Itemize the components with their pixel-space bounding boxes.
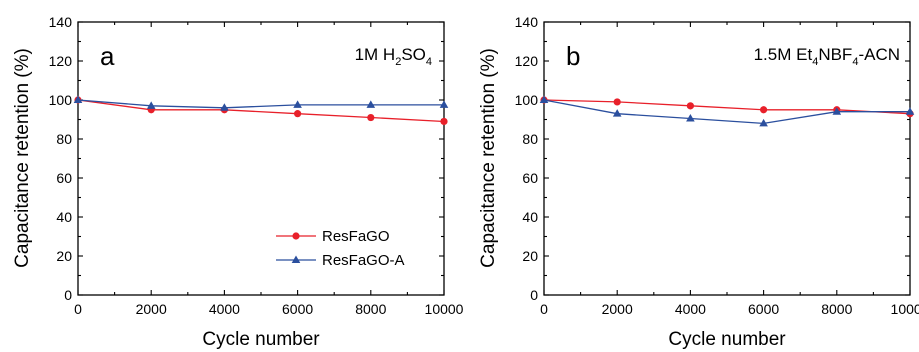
chart-panel-a: a 1M H2SO4 Capacitance retention (%) Cyc… xyxy=(12,14,464,350)
series-layer xyxy=(73,95,449,126)
y-tick-label: 0 xyxy=(64,287,72,303)
x-tick-label: 2000 xyxy=(602,301,633,317)
legend-item-resfago-a: ResFaGO-A xyxy=(276,252,405,269)
data-point-resfago-a xyxy=(686,114,695,122)
x-tick-label: 8000 xyxy=(355,301,386,317)
legend: ResFaGO ResFaGO-A xyxy=(276,228,405,269)
data-point-resfago-a xyxy=(439,100,449,108)
series-line-resfago xyxy=(77,99,445,123)
data-point-resfago xyxy=(686,102,695,110)
y-tick-label: 20 xyxy=(522,248,538,264)
series-line-resfago-a xyxy=(77,99,444,109)
data-point-resfago xyxy=(760,106,768,114)
x-axis-label: Cycle number xyxy=(202,329,320,350)
series-line-resfago-a xyxy=(543,99,910,125)
chart-panel-b: b 1.5M Et4NBF4-ACN Capacitance retention… xyxy=(478,14,919,350)
axis-ticks: 0 20 40 60 80 100 120 140 0 2000 4000 6000 8000 10000 xyxy=(515,14,919,317)
data-point-resfago xyxy=(367,113,375,122)
y-tick-label: 140 xyxy=(515,14,539,30)
legend-label-resfago: ResFaGO xyxy=(322,228,390,245)
x-tick-label: 6000 xyxy=(282,301,313,317)
y-tick-label: 60 xyxy=(522,170,538,186)
x-tick-label: 8000 xyxy=(821,301,852,317)
data-point-resfago-a xyxy=(612,109,622,117)
x-tick-label: 0 xyxy=(540,301,548,317)
data-point-resfago xyxy=(294,110,302,118)
x-tick-label: 2000 xyxy=(136,301,167,317)
data-point-resfago-a xyxy=(73,95,83,103)
electrolyte-label: 1.5M Et4NBF4-ACN xyxy=(754,45,900,68)
y-tick-label: 40 xyxy=(56,209,72,225)
y-tick-label: 100 xyxy=(49,92,73,108)
electrolyte-label: 1M H2SO4 xyxy=(355,45,432,68)
y-tick-label: 140 xyxy=(49,14,73,30)
series-line-resfago xyxy=(543,99,911,115)
y-tick-label: 20 xyxy=(56,248,72,264)
data-point-resfago-a xyxy=(832,107,842,115)
data-point-resfago-a xyxy=(366,100,376,108)
y-axis-label: Capacitance retention (%) xyxy=(12,48,33,268)
axis-ticks: 0 20 40 60 80 100 120 140 0 2000 4000 6000 8000 10000 xyxy=(49,14,464,317)
x-tick-label: 4000 xyxy=(209,301,240,317)
data-point-resfago-a xyxy=(293,100,302,108)
panel-label: b xyxy=(566,41,580,71)
legend-item-resfago: ResFaGO xyxy=(276,228,390,245)
legend-marker-resfago-a xyxy=(291,255,301,263)
x-axis-label: Cycle number xyxy=(668,329,786,350)
series-layer xyxy=(539,95,915,127)
x-tick-label: 10000 xyxy=(891,301,919,317)
y-tick-label: 120 xyxy=(515,53,539,69)
data-point-resfago-a xyxy=(539,95,549,103)
data-point-resfago-a xyxy=(220,103,229,111)
y-tick-label: 0 xyxy=(530,287,538,303)
x-tick-label: 4000 xyxy=(675,301,706,317)
x-tick-label: 10000 xyxy=(425,301,464,317)
y-tick-label: 40 xyxy=(522,209,538,225)
legend-marker-resfago xyxy=(292,232,300,240)
data-point-resfago xyxy=(613,98,621,106)
data-point-resfago-a xyxy=(905,107,915,115)
y-tick-label: 80 xyxy=(56,131,72,147)
x-tick-label: 0 xyxy=(74,301,82,317)
data-point-resfago xyxy=(440,117,448,126)
x-tick-label: 6000 xyxy=(748,301,779,317)
panel-label: a xyxy=(100,41,115,71)
y-tick-label: 120 xyxy=(49,53,73,69)
y-tick-label: 100 xyxy=(515,92,539,108)
legend-label-resfago-a: ResFaGO-A xyxy=(322,252,405,269)
y-tick-label: 80 xyxy=(522,131,538,147)
data-point-resfago-a xyxy=(146,101,156,109)
y-tick-label: 60 xyxy=(56,170,72,186)
data-point-resfago-a xyxy=(759,118,768,127)
y-axis-label: Capacitance retention (%) xyxy=(478,48,499,268)
